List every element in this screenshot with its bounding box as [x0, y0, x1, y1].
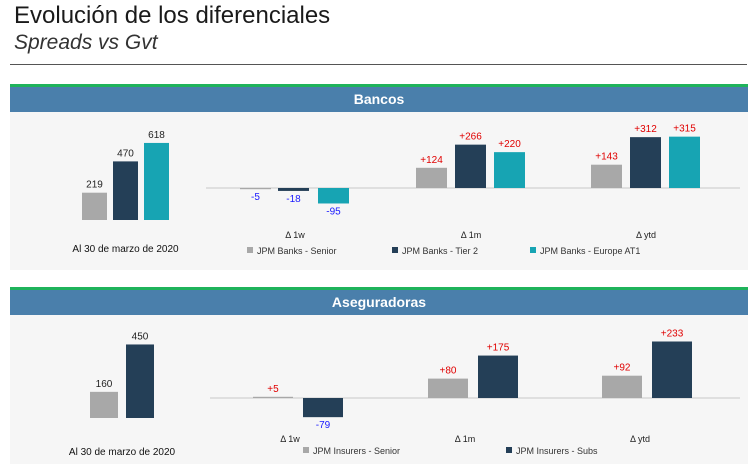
delta-bar [278, 188, 309, 191]
delta-bar [428, 378, 468, 398]
insurers-panel: Aseguradoras 160 450 Al 30 de marzo de 202… [10, 287, 748, 464]
delta-bar [303, 398, 343, 418]
category-label: Δ ytd [630, 434, 650, 444]
legend-label: JPM Insurers - Senior [313, 446, 400, 456]
delta-bar [455, 144, 486, 188]
delta-value-label: -18 [286, 194, 301, 205]
legend-label: JPM Insurers - Subs [516, 446, 598, 456]
delta-bar [602, 375, 642, 398]
level-date-label: Al 30 de marzo de 2020 [69, 447, 176, 458]
legend-swatch [303, 447, 309, 453]
delta-bar [253, 396, 293, 398]
panel-accent-line [10, 84, 748, 87]
delta-bar [318, 188, 349, 204]
banks-chart: 219 470 618 Al 30 de marzo de 2020 -5 +124 +14… [72, 124, 740, 256]
level-value-label: 618 [148, 130, 165, 141]
delta-bar [591, 164, 622, 188]
legend-label: JPM Banks - Senior [257, 246, 337, 256]
banks-panel-header: Bancos [10, 87, 748, 112]
legend-label: JPM Banks - Europe AT1 [540, 246, 640, 256]
delta-value-label: +312 [634, 124, 657, 135]
delta-bar [494, 152, 525, 188]
delta-value-label: -79 [316, 420, 331, 431]
delta-value-label: +124 [420, 155, 443, 166]
delta-bar [652, 341, 692, 398]
legend-label: JPM Banks - Tier 2 [402, 246, 478, 256]
delta-bar [669, 136, 700, 188]
category-label: Δ 1m [455, 434, 476, 444]
level-date-label: Al 30 de marzo de 2020 [72, 244, 179, 255]
category-label: Δ ytd [636, 230, 656, 240]
category-label: Δ 1w [285, 230, 305, 240]
legend-swatch [530, 247, 536, 253]
level-bar-2 [144, 142, 169, 220]
category-label: Δ 1m [461, 230, 482, 240]
delta-value-label: +315 [673, 124, 696, 135]
legend-swatch [247, 247, 253, 253]
level-bar-0 [82, 192, 107, 220]
delta-bar [478, 355, 518, 398]
level-bar-1 [126, 344, 154, 418]
category-label: Δ 1w [280, 434, 300, 444]
level-bar-0 [90, 391, 118, 418]
banks-panel: Bancos 219 470 618 Al 30 de marzo de 2020 -5… [10, 84, 748, 270]
delta-bar [240, 188, 271, 190]
delta-bar [416, 167, 447, 188]
insurers-chart: 160 450 Al 30 de marzo de 2020 +5 +80 +92 -79 +… [69, 328, 740, 458]
insurers-panel-header: Aseguradoras [10, 290, 748, 315]
delta-value-label: +143 [595, 152, 618, 163]
title-divider [10, 64, 747, 65]
level-value-label: 219 [86, 180, 103, 191]
delta-value-label: +220 [498, 139, 521, 150]
delta-value-label: +233 [661, 328, 684, 339]
level-value-label: 450 [132, 331, 149, 342]
delta-value-label: +92 [614, 363, 631, 374]
delta-value-label: -95 [326, 206, 341, 217]
legend-swatch [392, 247, 398, 253]
level-bar-1 [113, 161, 138, 220]
page-title: Evolución de los diferenciales [14, 2, 331, 29]
delta-value-label: +266 [459, 132, 482, 143]
page-subtitle: Spreads vs Gvt [14, 31, 158, 54]
level-value-label: 470 [117, 148, 134, 159]
delta-value-label: +175 [487, 343, 510, 354]
legend-swatch [506, 447, 512, 453]
delta-value-label: -5 [251, 192, 260, 203]
delta-value-label: +80 [440, 366, 457, 377]
delta-bar [630, 137, 661, 188]
panel-accent-line [10, 287, 748, 290]
delta-value-label: +5 [267, 384, 279, 395]
level-value-label: 160 [96, 379, 113, 390]
